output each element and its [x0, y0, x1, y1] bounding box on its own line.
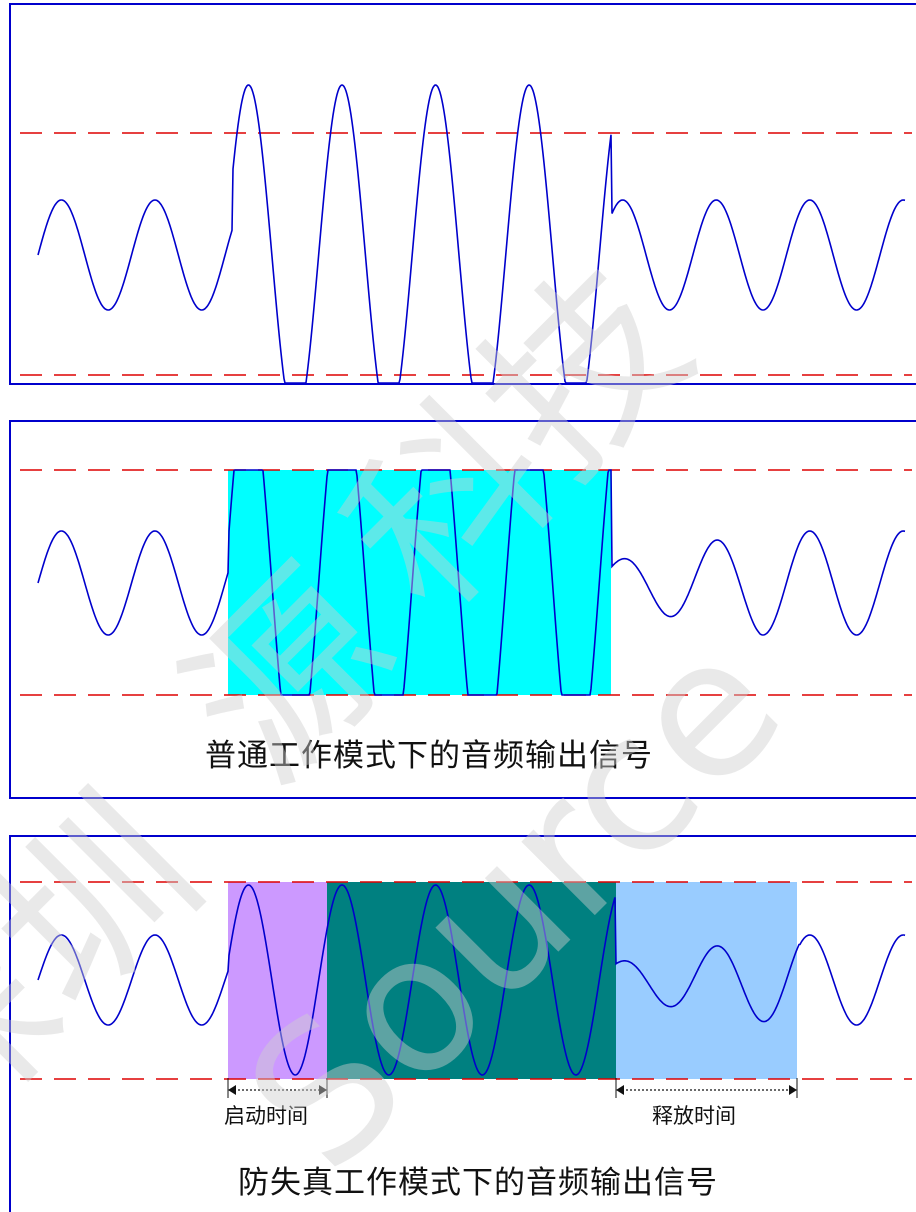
- anti-distortion-mode-caption: 防失真工作模式下的音频输出信号: [238, 1165, 718, 1201]
- normal-mode-waveform: [37, 469, 906, 696]
- attack-time-label: 启动时间: [224, 1104, 308, 1128]
- hold-region: [327, 882, 616, 1079]
- anti-distortion-waveform: [37, 884, 906, 1076]
- clipped-region: [228, 470, 611, 695]
- release-time-arrow: [615, 1078, 798, 1098]
- panel-input-frame: [9, 3, 916, 385]
- normal-mode-caption: 普通工作模式下的音频输出信号: [205, 738, 653, 774]
- release-region: [616, 882, 797, 1079]
- panel-normal-frame: [9, 420, 916, 799]
- attack-time-arrow: [227, 1078, 328, 1098]
- panel-anti-distortion-frame: [9, 835, 916, 1212]
- attack-region: [228, 882, 327, 1079]
- input-waveform: [37, 84, 906, 384]
- release-time-label: 释放时间: [652, 1104, 736, 1128]
